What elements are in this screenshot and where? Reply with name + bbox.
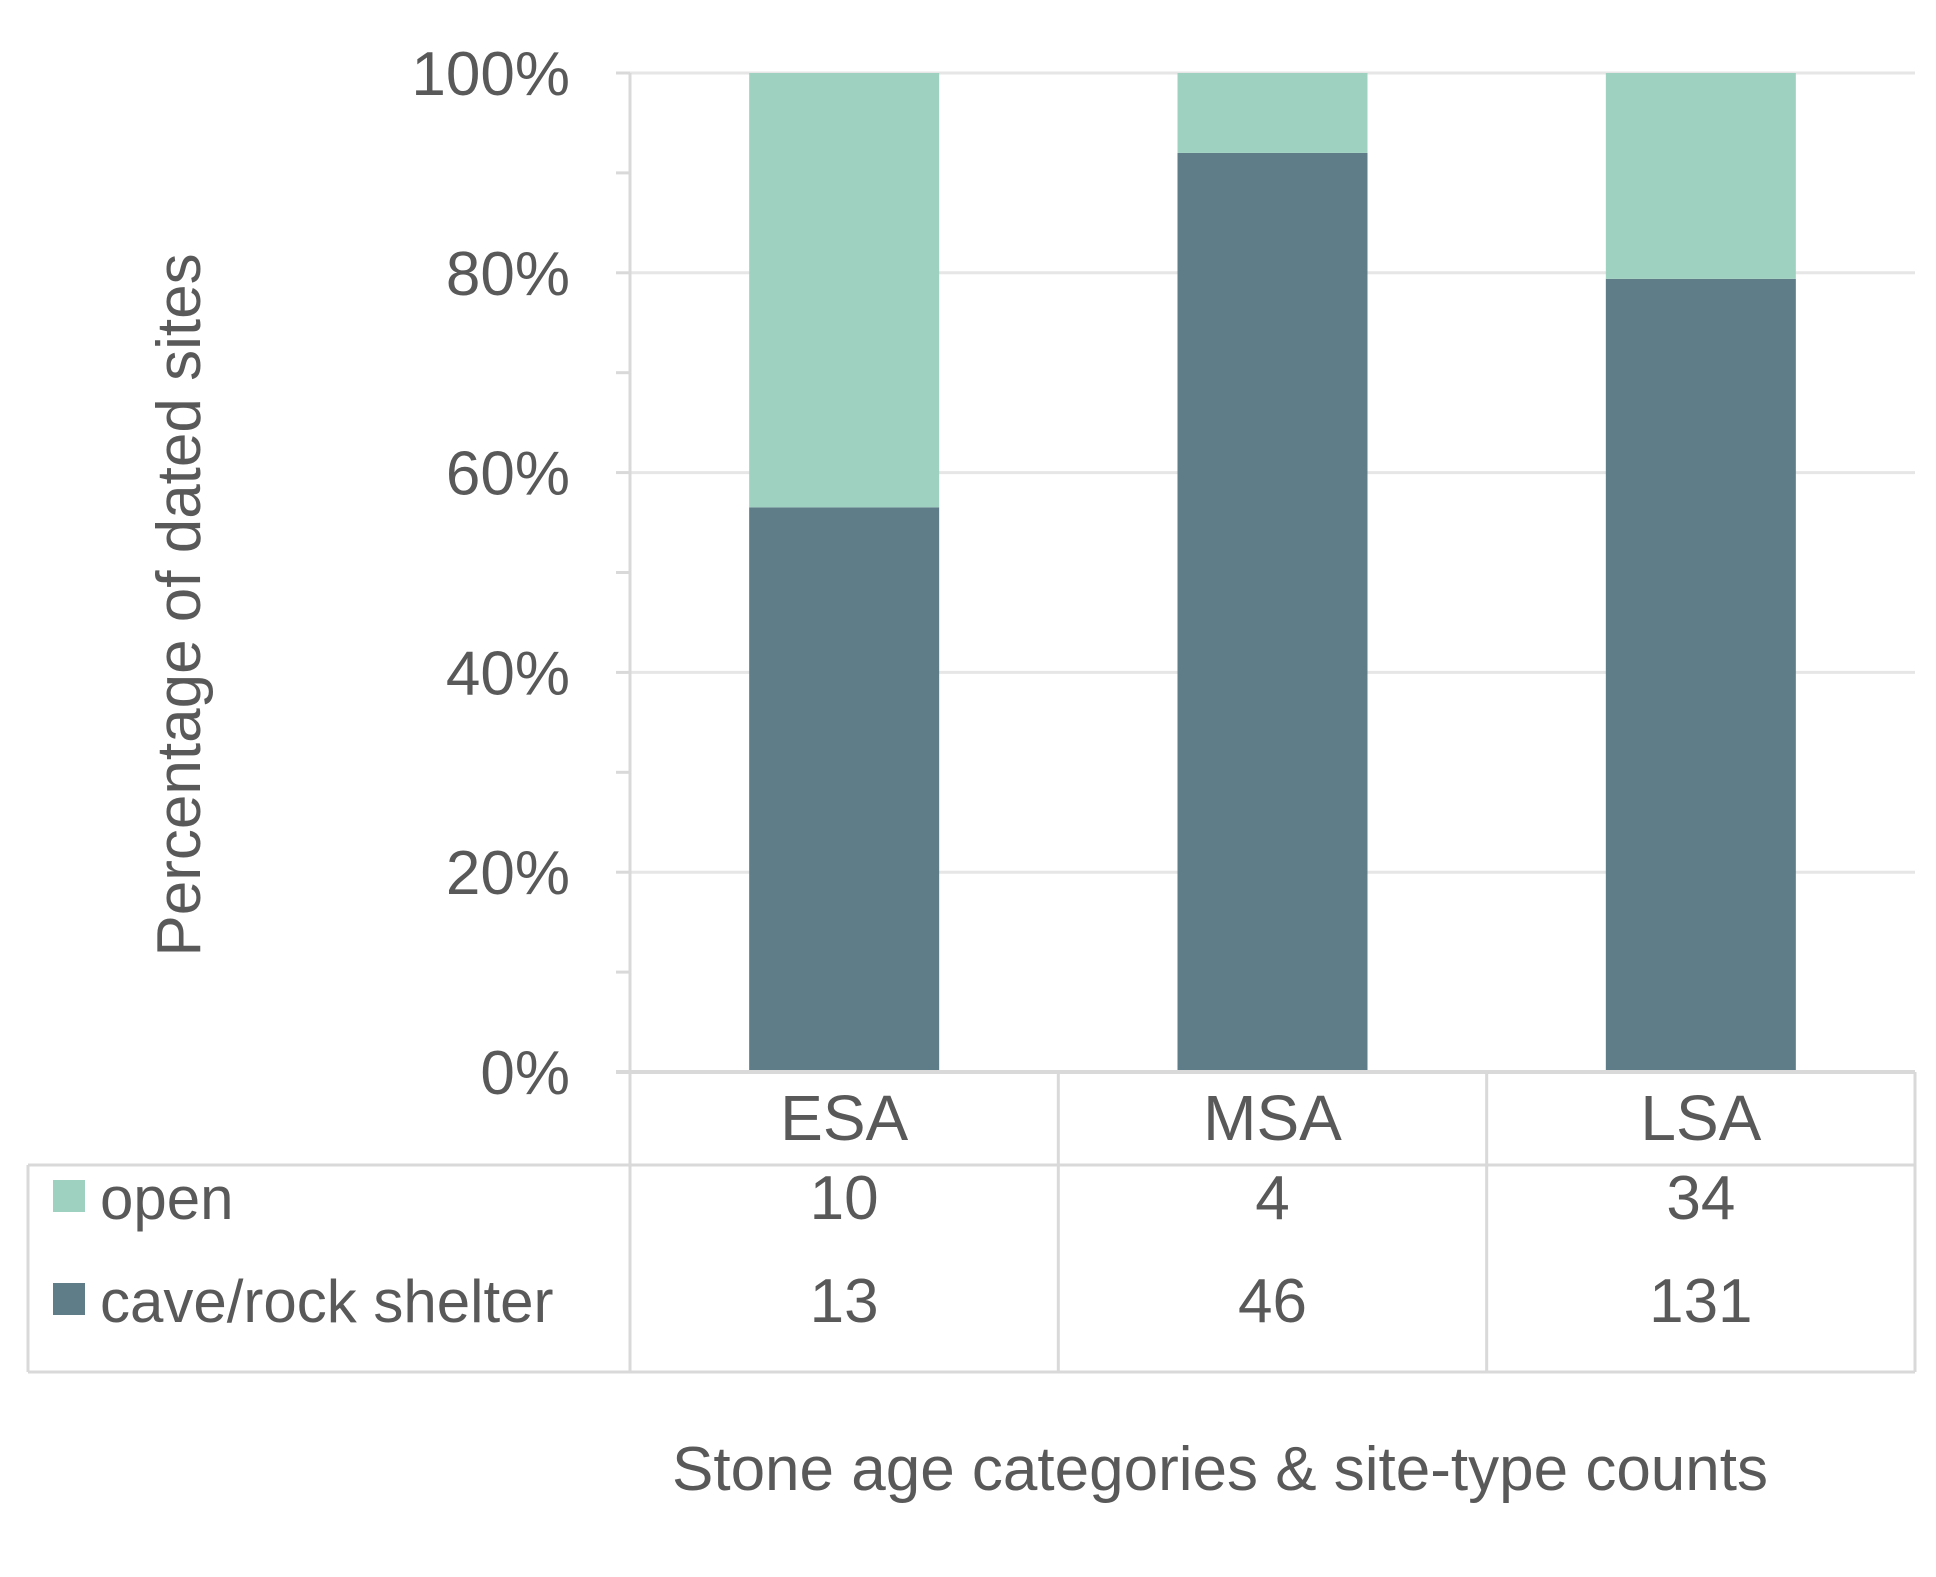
bar-lsa-cave-rock-shelter [1605,278,1796,1072]
bar-esa-open [749,73,940,508]
y-axis-title: Percentage of dated sites [145,253,214,956]
y-tick-label: 80% [446,240,570,309]
table-cell-count: 4 [1255,1164,1289,1233]
legend-swatch [53,1180,85,1212]
x-category-label: MSA [1203,1082,1342,1154]
table-cell-count: 131 [1649,1267,1752,1336]
x-category-label: ESA [780,1082,908,1154]
bar-lsa-open [1605,73,1796,279]
table-cell-count: 46 [1238,1267,1307,1336]
y-tick-labels: 0% 20% 40% 60% 80% 100% [411,40,570,1108]
bar-msa-cave-rock-shelter [1177,152,1368,1073]
legend-label: open [100,1165,233,1232]
table-cell-count: 13 [810,1267,879,1336]
x-category-label: LSA [1640,1082,1761,1154]
table-cell-count: 10 [810,1164,879,1233]
bars [749,73,1796,1073]
x-axis-title: Stone age categories & site-type counts [672,1435,1768,1504]
table-cell-count: 34 [1666,1164,1735,1233]
y-tick-label: 20% [446,839,570,908]
data-table: ESA MSA LSA open 10 4 34 cave/rock shelter 13 46 1… [26,1072,1917,1374]
bar-msa-open [1177,73,1368,153]
axes [616,71,1915,1074]
y-tick-label: 100% [411,40,570,109]
bar-esa-cave-rock-shelter [749,507,940,1072]
legend-label: cave/rock shelter [100,1268,554,1335]
y-tick-label: 40% [446,639,570,708]
legend-swatch [53,1283,85,1315]
y-tick-label: 60% [446,440,570,509]
y-tick-label: 0% [480,1039,570,1108]
